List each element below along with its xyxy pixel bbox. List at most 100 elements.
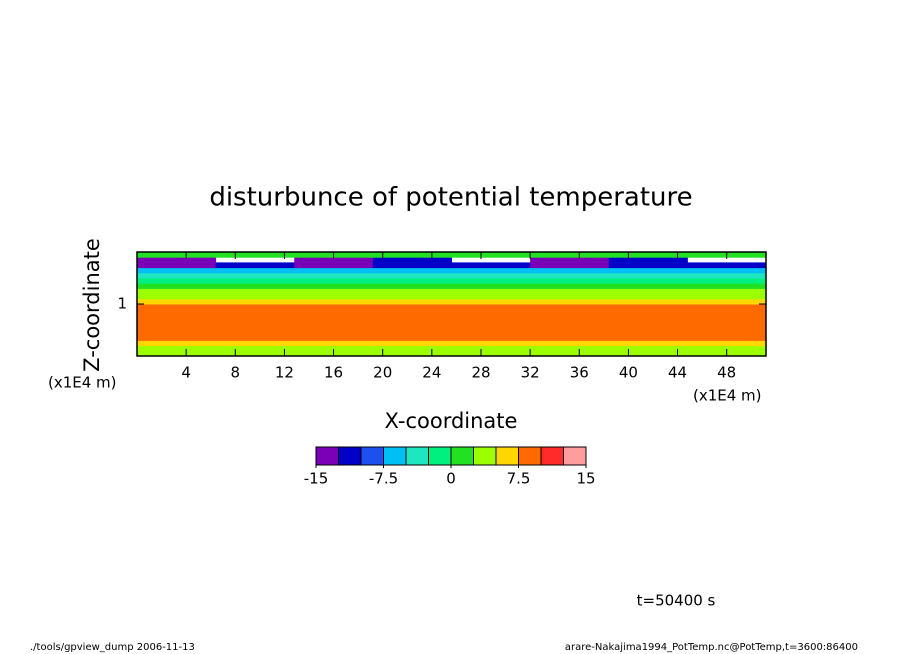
colorbar-cell bbox=[338, 446, 362, 466]
contour-cell bbox=[137, 319, 217, 326]
contour-cell bbox=[215, 324, 295, 331]
contour-cell bbox=[372, 272, 452, 279]
colorbar-tick-label: -15 bbox=[304, 470, 329, 488]
contour-cell bbox=[215, 335, 295, 341]
contour-cell bbox=[294, 314, 374, 321]
contour-cell bbox=[372, 319, 452, 326]
contour-cell bbox=[530, 288, 610, 295]
colorbar-tick-label: -7.5 bbox=[369, 470, 398, 488]
contour-cell bbox=[451, 330, 531, 336]
x-tick-label: 36 bbox=[570, 364, 589, 382]
time-annotation: t=50400 s bbox=[637, 592, 716, 610]
contour-cell bbox=[687, 345, 767, 352]
contour-cell bbox=[372, 293, 452, 300]
contour-cell bbox=[137, 278, 217, 284]
contour-cell bbox=[530, 283, 610, 289]
contour-cell bbox=[451, 283, 531, 289]
contour-cell bbox=[294, 262, 374, 269]
contour-cell bbox=[372, 335, 452, 341]
contour-cell bbox=[608, 340, 688, 347]
contour-cell bbox=[608, 278, 688, 284]
contour-cell bbox=[530, 304, 610, 310]
colorbar-cell bbox=[495, 446, 519, 466]
contour-cell bbox=[687, 330, 767, 336]
contour-cell bbox=[608, 293, 688, 300]
contour-cell bbox=[137, 257, 217, 263]
contour-cell bbox=[137, 272, 217, 279]
contour-cell bbox=[451, 350, 531, 357]
x-tick-label: 8 bbox=[231, 364, 241, 382]
contour-cell bbox=[294, 345, 374, 352]
contour-cell bbox=[530, 345, 610, 352]
x-tick-label: 32 bbox=[521, 364, 540, 382]
contour-cell bbox=[294, 283, 374, 289]
colorbar-tick-label: 7.5 bbox=[507, 470, 531, 488]
contour-cell bbox=[137, 345, 217, 352]
contour-cell bbox=[137, 340, 217, 347]
contour-cell bbox=[530, 252, 610, 258]
contour-cell bbox=[687, 283, 767, 289]
contour-cell bbox=[451, 252, 531, 258]
contour-cell bbox=[687, 319, 767, 326]
contour-cell bbox=[530, 278, 610, 284]
contour-cell bbox=[215, 262, 295, 269]
contour-cell bbox=[451, 314, 531, 321]
contour-cell bbox=[215, 340, 295, 347]
contour-cell bbox=[687, 340, 767, 347]
contour-cell bbox=[372, 314, 452, 321]
contour-cell bbox=[608, 309, 688, 315]
contour-cell bbox=[294, 267, 374, 274]
contour-cell bbox=[372, 330, 452, 336]
x-tick-label: 12 bbox=[275, 364, 294, 382]
contour-cell bbox=[215, 319, 295, 326]
colorbar-cell bbox=[563, 446, 587, 466]
contour-cell bbox=[608, 304, 688, 310]
contour-cell bbox=[530, 330, 610, 336]
contour-cell bbox=[687, 272, 767, 279]
contour-cell bbox=[294, 324, 374, 331]
colorbar-cell bbox=[540, 446, 564, 466]
contour-cell bbox=[608, 252, 688, 258]
colorbar-cell bbox=[405, 446, 429, 466]
x-axis-label: X-coordinate bbox=[385, 409, 518, 433]
contour-cell bbox=[608, 272, 688, 279]
contour-cell bbox=[530, 309, 610, 315]
colorbar-cell bbox=[315, 446, 339, 466]
contour-cell bbox=[215, 278, 295, 284]
contour-cell bbox=[608, 314, 688, 321]
y-tick-label: 1 bbox=[117, 295, 127, 313]
contour-cell bbox=[372, 283, 452, 289]
contour-cell bbox=[372, 267, 452, 274]
contour-cell bbox=[294, 340, 374, 347]
colorbar-cell bbox=[473, 446, 497, 466]
contour-cell bbox=[451, 288, 531, 295]
contour-cell bbox=[372, 350, 452, 357]
contour-cell bbox=[451, 304, 531, 310]
contour-cell bbox=[137, 309, 217, 315]
contour-cell bbox=[137, 350, 217, 357]
contour-cell bbox=[530, 350, 610, 357]
contour-cell bbox=[530, 319, 610, 326]
x-tick-label: 40 bbox=[619, 364, 638, 382]
contour-cell bbox=[137, 324, 217, 331]
contour-cell bbox=[530, 262, 610, 269]
contour-cell bbox=[137, 298, 217, 305]
contour-cell bbox=[137, 335, 217, 341]
colorbar-cell bbox=[428, 446, 452, 466]
contour-cell bbox=[294, 288, 374, 295]
contour-cell bbox=[451, 293, 531, 300]
contour-cell bbox=[608, 345, 688, 352]
contour-cell bbox=[294, 309, 374, 315]
contour-cell bbox=[608, 298, 688, 305]
contour-cell bbox=[215, 267, 295, 274]
contour-cell bbox=[530, 324, 610, 331]
x-tick-label: 20 bbox=[373, 364, 392, 382]
contour-cell bbox=[294, 293, 374, 300]
colorbar-cell bbox=[383, 446, 407, 466]
contour-cell bbox=[372, 309, 452, 315]
contour-cell bbox=[687, 293, 767, 300]
contour-cell bbox=[215, 288, 295, 295]
contour-cell bbox=[372, 304, 452, 310]
contour-cell bbox=[530, 257, 610, 263]
contour-cell bbox=[372, 252, 452, 258]
